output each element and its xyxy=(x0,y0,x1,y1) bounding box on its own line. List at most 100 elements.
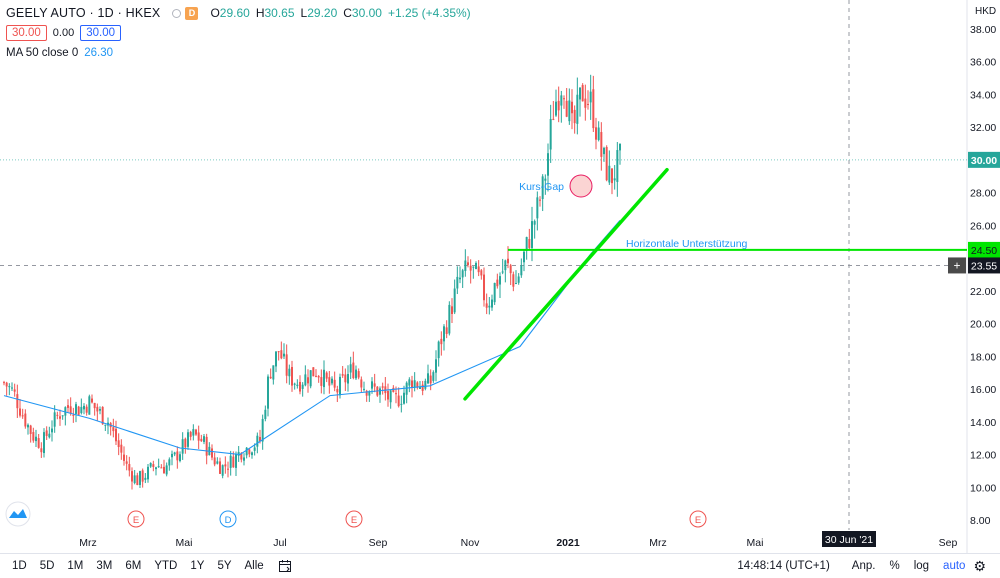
period-1y[interactable]: 1Y xyxy=(190,560,205,572)
candle-body xyxy=(8,386,11,388)
candle-body xyxy=(301,384,304,389)
candle-body xyxy=(499,276,501,285)
percent-button[interactable]: % xyxy=(889,560,900,572)
candle-body xyxy=(240,453,243,460)
trend-line xyxy=(463,167,669,401)
candle-body xyxy=(491,299,493,308)
gear-icon[interactable]: ⚙ xyxy=(973,557,986,574)
candle-body xyxy=(341,374,344,376)
candle-body xyxy=(379,388,381,395)
ma-label[interactable]: MA 50 close 0 xyxy=(6,47,79,59)
candle-body xyxy=(277,351,280,353)
candle-body xyxy=(77,406,80,415)
candle-body xyxy=(227,468,229,470)
candle-body xyxy=(24,413,27,427)
candle-body xyxy=(91,398,93,403)
period-5d[interactable]: 5D xyxy=(39,560,55,572)
period-3m[interactable]: 3M xyxy=(96,560,113,572)
candle-body xyxy=(536,197,539,219)
price-axis[interactable]: HKD 8.00 10.00 12.00 14.00 16.00 18.00 20.00 22.… xyxy=(966,0,996,553)
plus-icon: + xyxy=(953,258,960,272)
candle-body xyxy=(53,412,56,427)
gap-annotation-label: Kurs-Gap xyxy=(519,181,564,193)
price-tick-label: 14.00 xyxy=(970,417,996,429)
time-tick-label: Mai xyxy=(176,537,193,549)
period-all[interactable]: Alle xyxy=(244,560,264,572)
candle-body xyxy=(544,178,547,181)
candle-body xyxy=(253,447,256,451)
candle-body xyxy=(349,364,352,373)
candle-body xyxy=(523,251,525,263)
candle-body xyxy=(211,448,213,458)
buy-button[interactable]: 30.00 xyxy=(80,25,121,41)
dividend-badge[interactable]: D xyxy=(185,6,199,20)
candle-body xyxy=(331,378,333,384)
auto-button[interactable]: auto xyxy=(943,560,966,572)
candle-body xyxy=(339,376,341,396)
candle-body xyxy=(475,262,477,270)
calendar-icon[interactable] xyxy=(278,559,292,573)
candle-body xyxy=(165,465,168,475)
candle-body xyxy=(549,118,552,150)
candle-body xyxy=(88,396,91,415)
candle-body xyxy=(597,127,600,140)
candle-body xyxy=(528,238,531,248)
guide-lines xyxy=(0,0,967,530)
symbol-title[interactable]: GEELY AUTO · 1D · HKEX xyxy=(6,6,161,20)
event-marker-e[interactable]: E xyxy=(345,510,363,528)
candle-body xyxy=(472,266,475,268)
candle-body xyxy=(467,262,469,266)
candle-body xyxy=(120,444,123,453)
price-chart[interactable]: HKD 8.00 10.00 12.00 14.00 16.00 18.00 20.00 22.… xyxy=(0,0,1000,553)
candle-body xyxy=(43,432,45,454)
period-1d[interactable]: 1D xyxy=(12,560,27,572)
high-value: 30.65 xyxy=(264,6,295,20)
crosshair-time-tag-bg xyxy=(822,531,876,547)
period-1m[interactable]: 1M xyxy=(67,560,84,572)
clock-timezone[interactable]: 14:48:14 (UTC+1) xyxy=(737,560,830,572)
time-tick-label: Mrz xyxy=(649,537,667,549)
candle-body xyxy=(163,466,165,474)
candle-body xyxy=(139,471,141,485)
adjust-button[interactable]: Anp. xyxy=(851,560,876,572)
legend-ma-row: MA 50 close 0 26.30 xyxy=(6,44,477,62)
candle-body xyxy=(69,406,72,414)
candle-body xyxy=(483,274,485,301)
price-tick-label: 26.00 xyxy=(970,220,996,232)
candle-body xyxy=(96,406,99,412)
close-value: 30.00 xyxy=(351,6,382,20)
candle-body xyxy=(336,389,339,393)
event-marker-e[interactable]: E xyxy=(127,510,145,528)
chart-legend: GEELY AUTO · 1D · HKEX D O 29.60 H 30.65… xyxy=(6,4,477,62)
event-marker-d[interactable]: D xyxy=(219,510,237,528)
time-tick-label: 2021 xyxy=(556,537,580,549)
period-6m[interactable]: 6M xyxy=(125,560,142,572)
candle-body xyxy=(40,448,43,453)
candle-body xyxy=(205,436,208,456)
period-ytd[interactable]: YTD xyxy=(154,560,178,572)
visibility-dot-icon[interactable] xyxy=(172,8,182,18)
candle-body xyxy=(413,380,416,388)
candle-body xyxy=(328,377,331,386)
event-circle xyxy=(127,510,145,528)
candle-body xyxy=(400,403,403,405)
candle-body xyxy=(101,406,104,425)
candle-body xyxy=(531,221,533,249)
sell-button[interactable]: 30.00 xyxy=(6,25,47,41)
candle-body xyxy=(261,418,264,442)
candle-body xyxy=(125,461,128,464)
candle-body xyxy=(429,375,432,384)
log-button[interactable]: log xyxy=(913,560,930,572)
event-marker-e[interactable]: E xyxy=(689,510,707,528)
period-5y[interactable]: 5Y xyxy=(217,560,232,572)
user-drawings[interactable]: Horizontale Unterstützung Kurs-Gap xyxy=(463,167,967,401)
candle-body xyxy=(21,415,24,417)
event-circle xyxy=(689,510,707,528)
candle-body xyxy=(272,365,275,380)
candle-body xyxy=(608,165,611,183)
candle-body xyxy=(155,467,157,470)
candle-body xyxy=(541,176,544,200)
candle-body xyxy=(115,428,117,442)
time-axis[interactable]: Mrz Mai Jul Sep Nov 2021 Mrz Mai Sep xyxy=(79,537,957,549)
